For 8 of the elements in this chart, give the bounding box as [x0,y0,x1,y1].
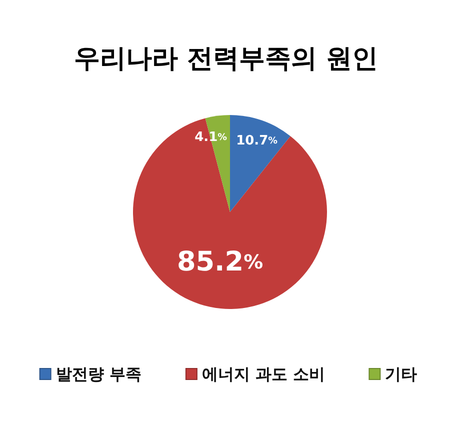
legend-label: 에너지 과도 소비 [202,364,326,384]
data-label: 85.2% [176,246,264,278]
chart-title: 우리나라 전력부족의 원인 [74,44,378,74]
legend-label: 기타 [385,364,418,384]
legend-label: 발전량 부족 [56,364,142,384]
data-label: 10.7% [236,133,278,148]
pie-slice [133,118,327,309]
pie-slice [230,115,290,212]
